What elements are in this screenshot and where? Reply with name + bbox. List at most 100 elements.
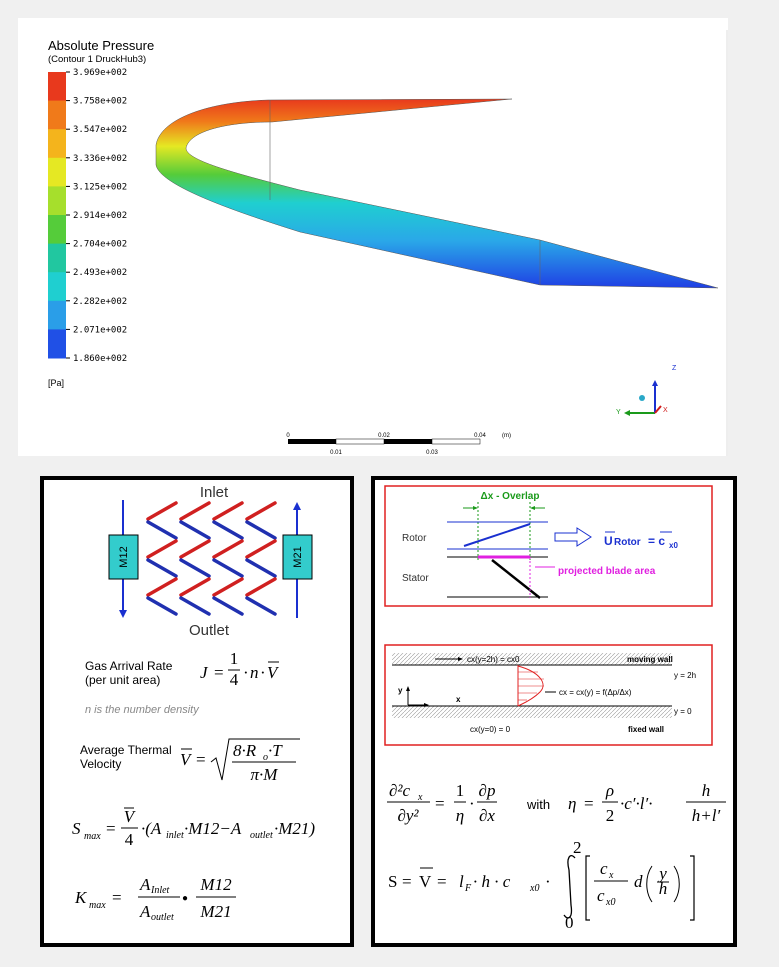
legend-label: 2.071e+002 bbox=[73, 325, 127, 335]
scale-label: (m) bbox=[502, 433, 511, 439]
eq-token: inlet bbox=[166, 830, 184, 841]
flow-label: cx = cx(y) = f(Δp/Δx) bbox=[559, 688, 632, 697]
flow-label: moving wall bbox=[627, 655, 673, 664]
legend-band bbox=[48, 301, 66, 330]
eq-token: = bbox=[437, 872, 447, 891]
with-label: with bbox=[526, 797, 550, 812]
eq-token: 2 bbox=[573, 838, 582, 857]
legend-band bbox=[48, 129, 66, 158]
legend-band bbox=[48, 215, 66, 244]
legend-label: 3.547e+002 bbox=[73, 125, 127, 135]
eq-token: Inlet bbox=[150, 885, 170, 896]
legend-label: 3.758e+002 bbox=[73, 97, 127, 107]
label: (per unit area) bbox=[85, 673, 160, 687]
unit: [Pa] bbox=[48, 378, 64, 388]
eq-token: x bbox=[608, 870, 614, 881]
eq-token: n bbox=[250, 663, 259, 682]
flow-label: cx(y=2h) = cx0 bbox=[467, 655, 520, 664]
label: Average Thermal bbox=[80, 743, 172, 757]
legend-band bbox=[48, 186, 66, 215]
legend-label: 2.704e+002 bbox=[73, 240, 127, 250]
u-rotor: x0 bbox=[669, 541, 678, 550]
eq-token: π·M bbox=[251, 765, 279, 784]
eq-token: 1 bbox=[230, 649, 239, 668]
eq-token: M21 bbox=[199, 902, 231, 921]
eq-token: = bbox=[214, 663, 224, 682]
eq-token: ·c′·l′· bbox=[620, 794, 652, 813]
eq-token: ·(A bbox=[141, 819, 162, 838]
stator-label: Stator bbox=[402, 573, 429, 584]
eq-token: x bbox=[417, 792, 423, 803]
flow-label: fixed wall bbox=[628, 725, 664, 734]
eq-token: ·M12−A bbox=[184, 819, 242, 838]
eq-token: 0 bbox=[565, 913, 574, 932]
eq-token: · bbox=[260, 663, 266, 682]
eq-token: h+l′ bbox=[692, 806, 721, 825]
note: n is the number density bbox=[85, 704, 200, 716]
eq-token: = bbox=[402, 872, 412, 891]
m12-label: M12 bbox=[118, 546, 130, 567]
legend-band bbox=[48, 329, 66, 358]
eq-token: η bbox=[456, 806, 464, 825]
eq-token: d bbox=[634, 872, 643, 891]
eq-token: outlet bbox=[250, 830, 273, 841]
eq-token: ·M21) bbox=[274, 819, 315, 838]
eq-token: = bbox=[435, 794, 445, 813]
eq-token: S bbox=[72, 819, 81, 838]
eq-token: c bbox=[600, 859, 608, 878]
legend-label: 3.969e+002 bbox=[73, 68, 127, 78]
legend-label: 3.336e+002 bbox=[73, 154, 127, 164]
eq-token: η bbox=[568, 794, 576, 813]
eq-token: ∂x bbox=[479, 806, 495, 825]
scale-label: 0.01 bbox=[330, 450, 342, 456]
scale-label: 0.04 bbox=[474, 433, 486, 439]
legend-band bbox=[48, 101, 66, 130]
legend-band bbox=[48, 158, 66, 187]
eq-token: A bbox=[139, 875, 151, 894]
eq-token: · bbox=[243, 663, 249, 682]
u-rotor: Rotor bbox=[614, 537, 641, 548]
outlet-label: Outlet bbox=[189, 622, 230, 639]
legend-label: 2.914e+002 bbox=[73, 211, 127, 221]
eq-token: S bbox=[388, 872, 397, 891]
flow-label: cx(y=0) = 0 bbox=[470, 725, 511, 734]
flow-label: y = 2h bbox=[674, 671, 696, 680]
eq-token: K bbox=[74, 888, 88, 907]
inlet-label: Inlet bbox=[200, 484, 229, 501]
projected-label: projected blade area bbox=[558, 566, 656, 577]
eq-token: 1 bbox=[456, 781, 465, 800]
eq-token: x0 bbox=[605, 897, 615, 908]
overlap-label: Δx - Overlap bbox=[481, 491, 540, 502]
contour-title: Absolute Pressure bbox=[48, 38, 154, 53]
scale-bar bbox=[288, 439, 480, 444]
flow-label: y = 0 bbox=[674, 707, 692, 716]
eq-token: ● bbox=[182, 893, 188, 904]
eq-token: = bbox=[112, 888, 122, 907]
eq-token: h bbox=[702, 781, 711, 800]
axis-label: Z bbox=[672, 365, 677, 372]
legend-label: 1.860e+002 bbox=[73, 354, 127, 364]
label: Velocity bbox=[80, 757, 121, 771]
eq-token: ·T bbox=[268, 741, 283, 760]
eq-token: max bbox=[89, 900, 106, 911]
eq-token: max bbox=[84, 831, 101, 842]
eq-token: · h · c bbox=[473, 872, 511, 891]
m21-label: M21 bbox=[292, 546, 304, 567]
fixed-wall bbox=[392, 706, 672, 718]
page: Absolute Pressure (Contour 1 DruckHub3) … bbox=[0, 0, 779, 967]
scale-label: 0.03 bbox=[426, 450, 438, 456]
eq-token: ∂²c bbox=[389, 781, 410, 800]
eq-token: · bbox=[469, 794, 475, 813]
eq-token: ∂p bbox=[479, 781, 496, 800]
eq-token: V bbox=[419, 872, 432, 891]
u-rotor: = c bbox=[648, 534, 665, 548]
legend-label: 2.282e+002 bbox=[73, 297, 127, 307]
legend-band bbox=[48, 244, 66, 273]
label: Gas Arrival Rate bbox=[85, 659, 173, 673]
eq-token: h bbox=[659, 879, 668, 898]
u-rotor: U bbox=[604, 534, 613, 548]
eq-token: l bbox=[459, 872, 464, 891]
legend-label: 3.125e+002 bbox=[73, 182, 127, 192]
eq-token: · bbox=[545, 872, 551, 891]
legend-label: 2.493e+002 bbox=[73, 268, 127, 278]
